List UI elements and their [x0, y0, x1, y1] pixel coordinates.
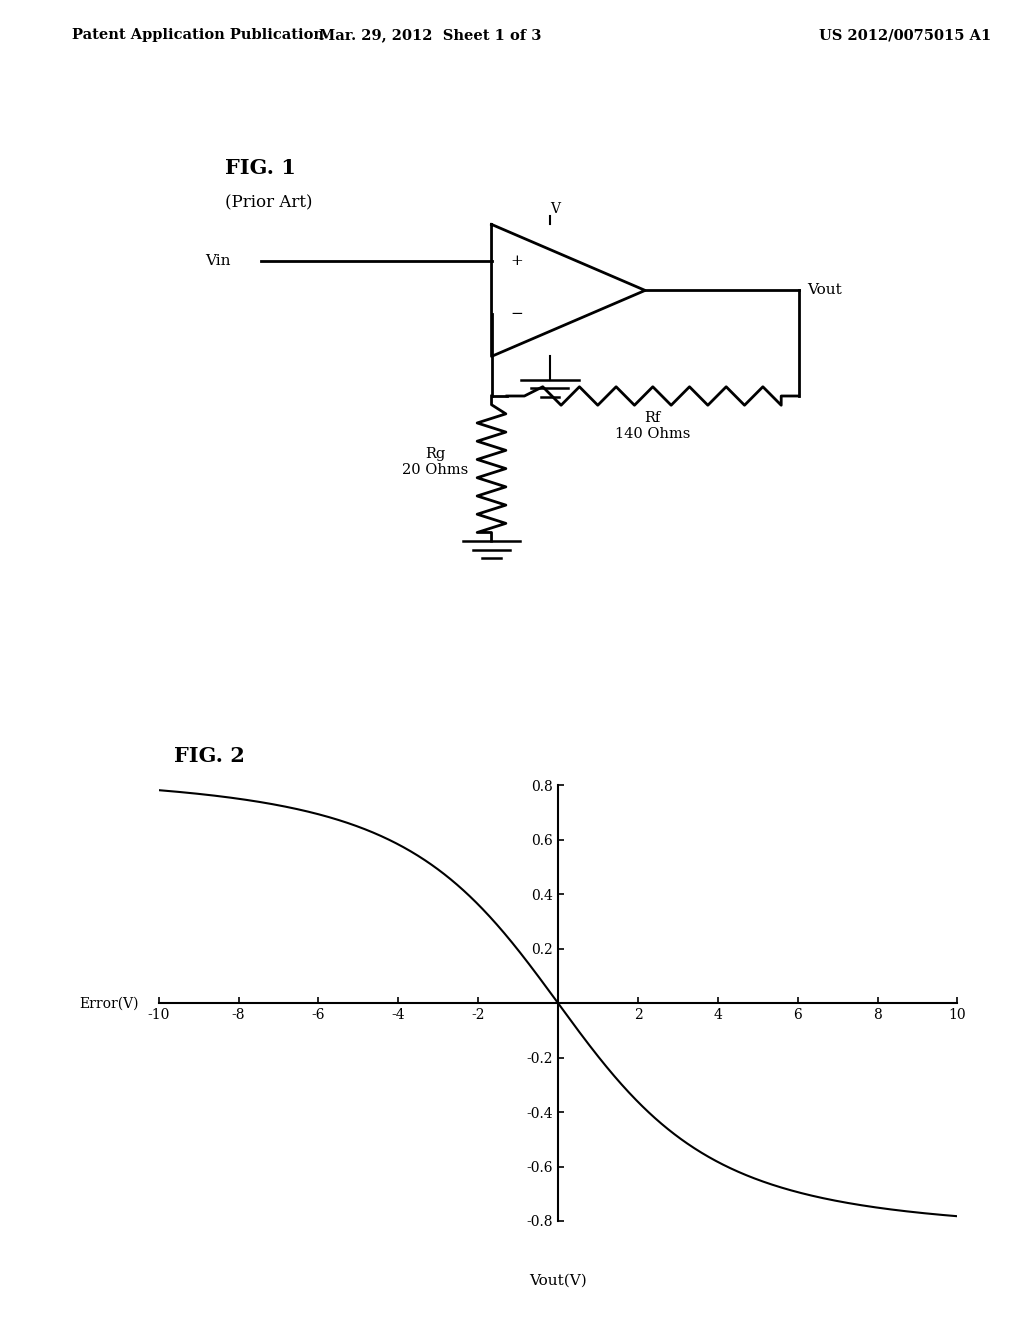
- Text: −: −: [510, 306, 522, 321]
- Text: FIG. 2: FIG. 2: [174, 746, 245, 766]
- Text: Rg
20 Ohms: Rg 20 Ohms: [402, 447, 468, 477]
- Text: Vin: Vin: [205, 253, 230, 268]
- Text: V: V: [550, 202, 560, 216]
- Text: Mar. 29, 2012  Sheet 1 of 3: Mar. 29, 2012 Sheet 1 of 3: [318, 28, 542, 42]
- X-axis label: Vout(V): Vout(V): [529, 1274, 587, 1287]
- Text: Error(V): Error(V): [79, 997, 138, 1010]
- Text: FIG. 1: FIG. 1: [225, 158, 296, 178]
- Text: Rf
140 Ohms: Rf 140 Ohms: [615, 411, 690, 441]
- Text: +: +: [510, 253, 522, 268]
- Text: US 2012/0075015 A1: US 2012/0075015 A1: [819, 28, 991, 42]
- Text: Patent Application Publication: Patent Application Publication: [72, 28, 324, 42]
- Text: (Prior Art): (Prior Art): [225, 195, 312, 211]
- Text: Vout: Vout: [807, 284, 842, 297]
